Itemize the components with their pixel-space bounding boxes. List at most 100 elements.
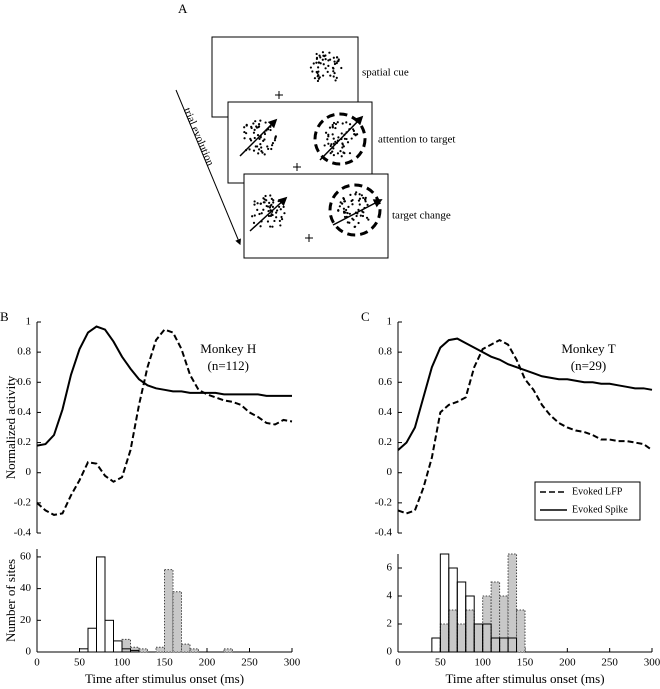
dot (256, 133, 260, 137)
x-axis-label: Time after stimulus onset (ms) (445, 671, 604, 686)
dot (269, 194, 272, 197)
dot (365, 216, 369, 219)
dot (342, 198, 346, 201)
dot (315, 52, 318, 56)
dot (336, 121, 339, 124)
dot (334, 126, 337, 130)
dot (268, 201, 271, 205)
dot (331, 133, 334, 136)
panel-label: A (178, 1, 188, 16)
y-tick-label: 0.2 (378, 436, 392, 448)
dot (269, 204, 272, 208)
panel-label: B (0, 309, 9, 324)
y-axis-label: Number of sites (3, 559, 18, 642)
dot (341, 122, 344, 125)
y-tick-label: 0.4 (17, 406, 31, 418)
dot (332, 75, 335, 78)
dot (269, 225, 272, 228)
dot (327, 64, 330, 67)
dot (344, 208, 348, 212)
dot (367, 218, 370, 221)
x-tick-label: 50 (74, 657, 86, 669)
motion-arrow (319, 115, 364, 161)
dot (267, 147, 270, 151)
dot (252, 131, 256, 134)
dot (358, 193, 361, 196)
histogram-bar (507, 553, 518, 653)
frame-label: spatial cue (362, 67, 409, 79)
dot (332, 67, 335, 70)
histogram-bar (490, 581, 501, 653)
dot (255, 125, 258, 128)
dot (315, 57, 318, 60)
legend-label: Evoked LFP (572, 486, 623, 497)
dot (257, 126, 260, 129)
dot (328, 51, 331, 54)
dot (326, 138, 329, 141)
dot (353, 133, 356, 136)
dot (358, 203, 361, 206)
annotation: (n=112) (207, 358, 249, 373)
dot (334, 79, 337, 82)
dot (328, 126, 332, 129)
dot (364, 196, 367, 199)
frame-label: attention to target (378, 134, 455, 146)
dot (273, 219, 276, 223)
dot (313, 77, 317, 80)
dot (333, 71, 336, 75)
dot (278, 219, 281, 223)
dot (341, 146, 344, 149)
histogram-bar (121, 638, 131, 653)
dot (327, 59, 330, 62)
dot (323, 55, 326, 58)
dot (352, 128, 355, 131)
dot (350, 137, 353, 140)
x-tick-label: 150 (156, 657, 173, 669)
dot (277, 199, 280, 203)
dot (318, 54, 321, 57)
dot (322, 63, 325, 66)
dot (254, 120, 257, 123)
dot (253, 128, 256, 131)
dot (338, 205, 341, 208)
dot (276, 209, 279, 212)
dot (351, 198, 354, 202)
dot (348, 212, 351, 215)
dot (347, 205, 350, 208)
dot (349, 193, 352, 196)
dot (329, 58, 332, 61)
histogram-bar (104, 619, 114, 653)
dot (334, 122, 338, 126)
dot (270, 197, 273, 200)
y-tick-label: 0 (26, 466, 32, 478)
dot (256, 202, 259, 205)
dot (253, 214, 256, 217)
x-axis-label: Time after stimulus onset (ms) (85, 671, 244, 686)
dot (263, 198, 266, 201)
dot (260, 146, 263, 149)
dot (366, 203, 369, 206)
dot (259, 202, 262, 205)
dot (264, 194, 267, 198)
dot (342, 151, 345, 154)
legend-label: Evoked Spike (572, 504, 628, 515)
histogram-bar (448, 609, 458, 653)
dot (261, 151, 264, 154)
dot (340, 155, 343, 158)
dot (333, 60, 336, 63)
dot (263, 201, 266, 204)
y-tick-label: 0 (387, 646, 393, 658)
dot (357, 199, 361, 202)
dot (336, 56, 339, 59)
dot (282, 205, 285, 208)
y-axis-label: Normalized activity (3, 375, 18, 479)
dot (332, 70, 335, 73)
histogram-bar (138, 648, 148, 653)
x-tick-label: 0 (34, 657, 40, 669)
dot (258, 137, 261, 140)
dot (331, 125, 334, 128)
x-tick-label: 200 (559, 657, 576, 669)
dot (317, 66, 320, 69)
dot (358, 197, 362, 200)
y-tick-label: 40 (20, 582, 32, 594)
